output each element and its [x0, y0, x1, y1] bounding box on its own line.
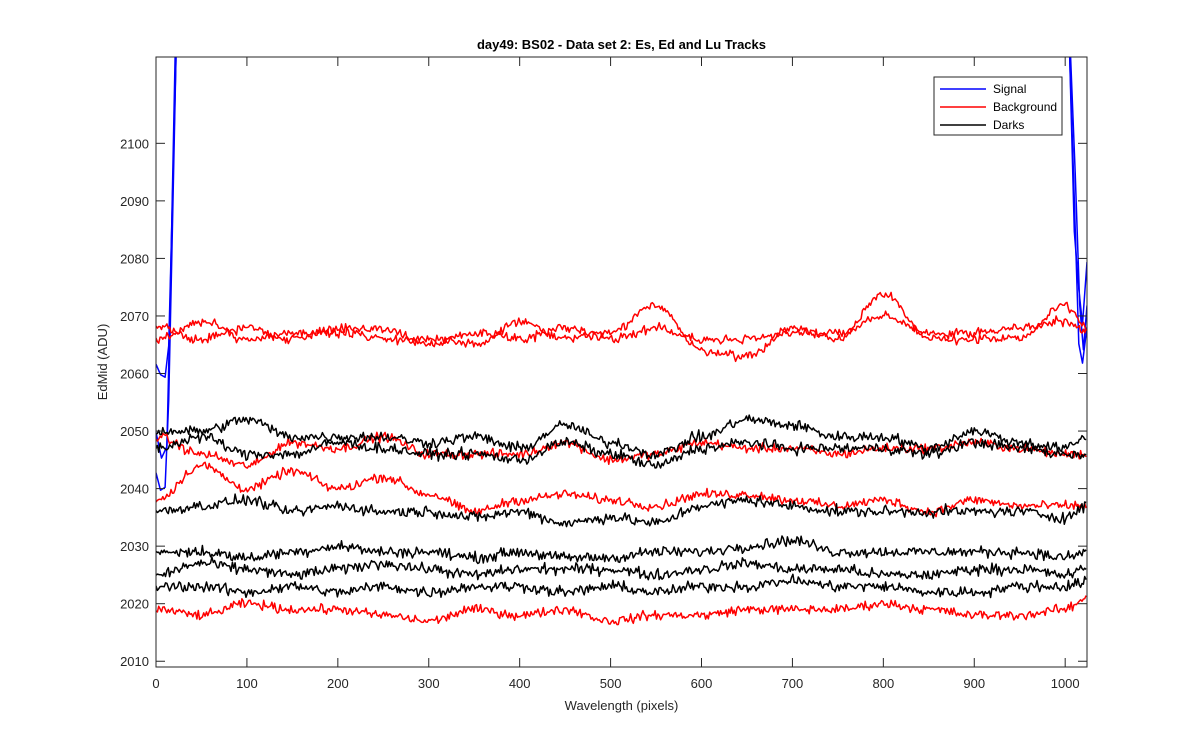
- background-series-5: [156, 595, 1087, 626]
- darks-series-2: [156, 432, 1087, 469]
- darks-series-6: [156, 573, 1087, 599]
- y-tick-label: 2030: [120, 539, 149, 554]
- background-series-2: [156, 291, 1087, 363]
- legend: Signal Background Darks: [933, 76, 1063, 136]
- background-series-1: [156, 310, 1087, 348]
- legend-label-background: Background: [993, 100, 1057, 114]
- legend-label-signal: Signal: [993, 82, 1026, 96]
- y-tick-label: 2080: [120, 251, 149, 266]
- x-tick-label: 1000: [1051, 676, 1080, 691]
- x-tick-label: 900: [963, 676, 985, 691]
- y-tick-label: 2040: [120, 482, 149, 497]
- x-tick-label: 100: [236, 676, 258, 691]
- x-axis-label: Wavelength (pixels): [565, 698, 679, 713]
- x-tick-label: 400: [509, 676, 531, 691]
- legend-label-darks: Darks: [993, 118, 1024, 132]
- x-tick-label: 300: [418, 676, 440, 691]
- y-tick-label: 2100: [120, 136, 149, 151]
- x-tick-label: 700: [782, 676, 804, 691]
- y-tick-label: 2060: [120, 367, 149, 382]
- plot-area: [156, 57, 1087, 667]
- x-tick-label: 500: [600, 676, 622, 691]
- darks-series-1: [156, 414, 1087, 460]
- y-tick-label: 2010: [120, 654, 149, 669]
- ticks-layer: 0 100 200 300 400 500 600 700 800 900 1000 2010 2020…: [120, 57, 1087, 691]
- series-layer: [156, 57, 1087, 626]
- y-tick-label: 2090: [120, 194, 149, 209]
- chart-title: day49: BS02 - Data set 2: Es, Ed and Lu …: [477, 37, 766, 52]
- x-tick-label: 800: [872, 676, 894, 691]
- y-tick-label: 2070: [120, 309, 149, 324]
- y-tick-label: 2020: [120, 597, 149, 612]
- y-tick-label: 2050: [120, 424, 149, 439]
- axes-frame: [155, 56, 1088, 668]
- axes-layer: [155, 56, 1088, 668]
- darks-series-3: [156, 493, 1087, 528]
- x-tick-label: 200: [327, 676, 349, 691]
- x-tick-label: 600: [691, 676, 713, 691]
- background-series-3: [156, 431, 1087, 469]
- x-tick-label: 0: [152, 676, 159, 691]
- darks-series-5: [156, 556, 1087, 581]
- darks-series-4: [156, 535, 1087, 565]
- y-axis-label: EdMid (ADU): [95, 324, 110, 401]
